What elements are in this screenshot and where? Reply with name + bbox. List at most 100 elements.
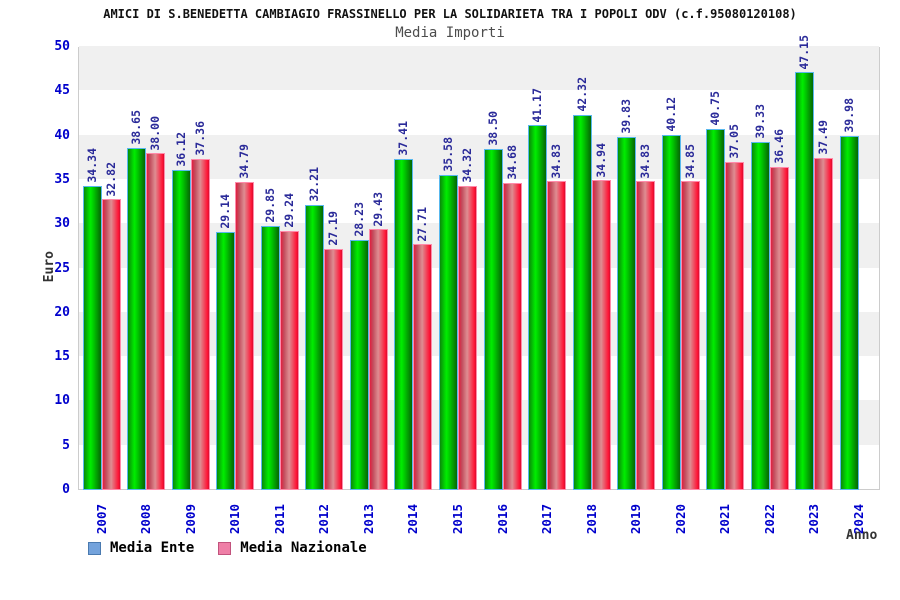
x-tick-label-2016: 2016: [494, 504, 510, 535]
bar-media-ente-2018: [572, 115, 592, 490]
x-tick-label-2009: 2009: [182, 504, 198, 535]
bar-media-ente-2020: [661, 134, 681, 490]
bar-value-label: 29.14: [218, 194, 233, 229]
y-tick-label: 40: [54, 127, 70, 143]
bar-value-label: 36.12: [173, 132, 188, 167]
chart-subtitle: Media Importi: [395, 25, 505, 41]
bar-value-label: 29.43: [370, 191, 385, 227]
bar-value-label: 34.68: [504, 145, 519, 180]
bar-value-label: 27.19: [326, 211, 341, 247]
bar-value-label: 37.05: [727, 124, 742, 159]
grid-band: [79, 223, 879, 268]
bar-value-label: 34.85: [682, 143, 697, 179]
bar-value-label: 40.12: [663, 96, 678, 132]
x-tick-label-2024: 2024: [850, 504, 866, 535]
bar-media-ente-2015: [438, 174, 458, 490]
bar-value-label: 39.98: [841, 98, 856, 133]
bar-media-nazionale-2020: [680, 181, 700, 490]
bar-media-ente-2011: [260, 225, 280, 490]
x-tick-label-2011: 2011: [271, 504, 287, 535]
bar-media-ente-2009: [171, 169, 191, 490]
grid-band: [79, 400, 879, 445]
media-ente-swatch-icon: [88, 541, 101, 555]
bar-media-ente-2023: [795, 72, 815, 490]
y-tick-label: 20: [54, 304, 70, 320]
bar-media-nazionale-2010: [235, 181, 255, 490]
x-tick-label-2018: 2018: [583, 504, 599, 535]
bar-value-label: 34.83: [549, 143, 564, 179]
y-tick-label: 35: [54, 171, 70, 187]
bar-media-nazionale-2013: [368, 229, 388, 490]
bar-value-label: 29.24: [281, 193, 296, 228]
bar-value-label: 38.50: [485, 111, 500, 146]
bar-value-label: 40.75: [708, 91, 723, 126]
y-tick-label: 30: [54, 216, 70, 232]
x-tick-label-2010: 2010: [227, 504, 243, 535]
x-tick-label-2017: 2017: [539, 504, 555, 535]
bar-value-label: 27.71: [415, 206, 430, 242]
bar-media-nazionale-2016: [502, 182, 522, 490]
bar-media-ente-2022: [750, 141, 770, 490]
bar-media-nazionale-2023: [814, 157, 834, 490]
bar-value-label: 32.21: [307, 167, 322, 202]
x-tick-label-2022: 2022: [761, 504, 777, 535]
grid-band: [79, 46, 879, 91]
legend-label-media-ente: Media Ente: [110, 540, 195, 556]
bar-value-label: 38.65: [129, 109, 144, 145]
x-tick-label-2007: 2007: [93, 504, 109, 535]
bar-value-label: 34.83: [638, 143, 653, 179]
x-tick-label-2020: 2020: [672, 504, 688, 535]
bar-value-label: 32.82: [103, 161, 118, 197]
bar-media-nazionale-2021: [725, 161, 745, 490]
bar-value-label: 37.36: [192, 121, 207, 156]
bar-value-label: 39.33: [752, 103, 767, 139]
bar-media-nazionale-2007: [101, 199, 121, 490]
bar-value-label: 39.83: [619, 99, 634, 135]
legend-label-media-nazionale: Media Nazionale: [240, 540, 367, 556]
bar-value-label: 42.32: [574, 77, 589, 113]
bar-media-ente-2010: [216, 231, 236, 490]
media-nazionale-swatch-icon: [218, 541, 232, 555]
y-tick-label: 0: [62, 482, 70, 497]
x-tick-label-2008: 2008: [138, 504, 154, 535]
bar-value-label: 41.17: [530, 87, 545, 123]
bar-media-nazionale-2008: [146, 153, 166, 490]
bar-media-ente-2019: [617, 137, 637, 490]
bar-value-label: 38.00: [148, 115, 163, 151]
bar-media-nazionale-2009: [190, 158, 210, 490]
bar-value-label: 34.79: [237, 144, 252, 179]
y-tick-label: 25: [54, 260, 70, 276]
bar-media-nazionale-2019: [636, 181, 656, 490]
bar-value-label: 37.41: [396, 120, 411, 156]
x-tick-label-2015: 2015: [449, 504, 465, 535]
bar-media-nazionale-2015: [457, 185, 477, 490]
x-tick-label-2019: 2019: [628, 504, 644, 535]
bar-value-label: 35.58: [440, 137, 455, 172]
legend-item-media-nazionale: Media Nazionale: [218, 540, 367, 556]
x-tick-label-2023: 2023: [806, 504, 822, 535]
bar-media-ente-2014: [394, 158, 414, 490]
chart-title: AMICI DI S.BENEDETTA CAMBIAGIO FRASSINEL…: [103, 7, 797, 21]
grid-band: [79, 134, 879, 179]
bar-media-nazionale-2017: [547, 181, 567, 490]
bar-value-label: 36.46: [771, 129, 786, 164]
bar-media-ente-2007: [82, 185, 102, 490]
bar-value-label: 29.85: [262, 187, 277, 223]
x-tick-label-2014: 2014: [405, 504, 421, 535]
bar-media-nazionale-2011: [279, 230, 299, 490]
bar-media-nazionale-2012: [324, 249, 344, 490]
bar-media-ente-2012: [305, 204, 325, 490]
y-tick-label: 45: [54, 83, 70, 99]
bar-media-ente-2017: [528, 125, 548, 490]
bar-value-label: 28.23: [351, 202, 366, 237]
y-tick-label: 10: [54, 393, 70, 409]
bar-media-ente-2013: [349, 239, 369, 490]
legend-item-media-ente: Media Ente: [88, 540, 194, 556]
y-tick-label: 50: [54, 39, 70, 54]
legend: Media Ente Media Nazionale: [88, 540, 381, 556]
bar-value-label: 34.34: [84, 148, 99, 183]
bar-value-label: 47.15: [797, 34, 812, 70]
bar-media-nazionale-2014: [413, 244, 433, 490]
x-axis-title: Anno: [846, 528, 878, 543]
